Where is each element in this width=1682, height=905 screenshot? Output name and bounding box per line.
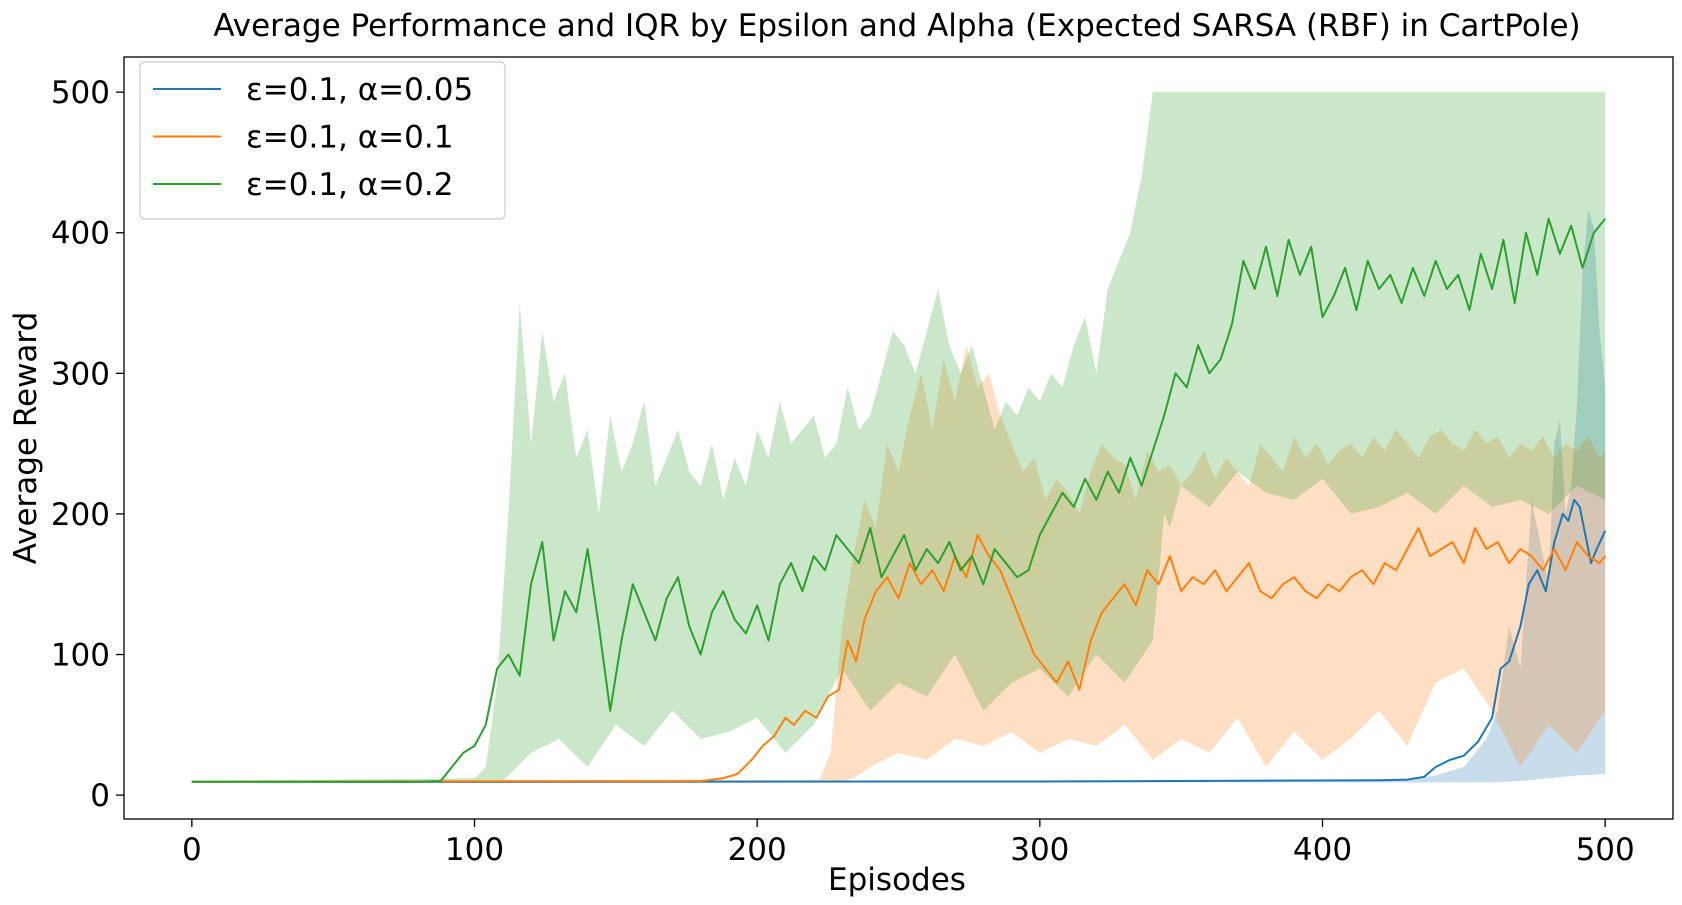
x-tick-label: 300 — [1010, 832, 1069, 868]
x-tick-label: 100 — [445, 832, 504, 868]
series-line-1 — [191, 498, 1607, 783]
iqr-band-2 — [191, 345, 1606, 783]
legend-label-2: ε=0.1, α=0.1 — [246, 120, 453, 156]
x-axis-ticks: 0 100 200 300 400 500 — [182, 819, 1635, 868]
y-axis-label: Average Reward — [8, 312, 44, 565]
chart-title: Average Performance and IQR by Epsilon a… — [213, 8, 1580, 44]
x-tick-label: 200 — [728, 832, 787, 868]
y-tick-label: 300 — [51, 356, 110, 392]
x-tick-label: 500 — [1576, 832, 1635, 868]
y-tick-label: 200 — [51, 497, 110, 533]
legend: ε=0.1, α=0.05 ε=0.1, α=0.1 ε=0.1, α=0.2 — [139, 61, 506, 220]
iqr-bands — [191, 92, 1606, 783]
series-line-3 — [191, 217, 1606, 783]
y-tick-label: 400 — [51, 216, 110, 252]
y-tick-label: 100 — [51, 638, 110, 674]
x-tick-label: 0 — [182, 832, 202, 868]
plot-frame — [123, 56, 1674, 820]
legend-box — [139, 61, 506, 220]
x-tick-label: 400 — [1293, 832, 1352, 868]
series-lines — [191, 217, 1607, 783]
series-line-2 — [191, 527, 1606, 783]
iqr-band-3 — [191, 92, 1606, 783]
legend-label-3: ε=0.1, α=0.2 — [246, 167, 453, 203]
x-axis-label: Episodes — [828, 862, 966, 898]
y-axis-ticks: 0 100 200 300 400 500 — [51, 75, 124, 814]
y-tick-label: 0 — [90, 778, 110, 814]
y-tick-label: 500 — [51, 75, 110, 111]
legend-label-1: ε=0.1, α=0.05 — [246, 72, 473, 108]
